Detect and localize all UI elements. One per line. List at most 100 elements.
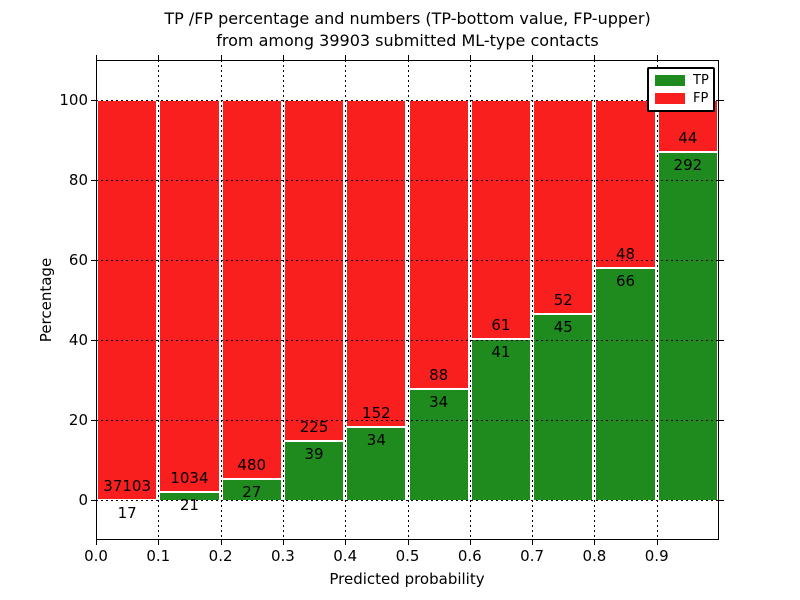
tp-swatch-icon	[655, 75, 685, 87]
x-tick-label: 0.5	[395, 547, 420, 565]
x-tick-top	[594, 55, 596, 60]
x-tick-bottom	[469, 540, 471, 545]
bar-segment-tp	[409, 389, 468, 500]
bar-value-fp: 152	[362, 403, 391, 422]
y-tick-right	[719, 500, 724, 501]
y-tick-left	[91, 100, 96, 101]
grid-line-vertical	[469, 60, 471, 540]
y-tick-left	[91, 180, 96, 181]
bar-value-tp: 27	[242, 482, 262, 501]
x-tick-label: 0.9	[644, 547, 669, 565]
bar-segment-fp	[222, 101, 281, 478]
bar-value-fp: 1034	[170, 469, 209, 488]
x-tick-bottom	[96, 540, 97, 545]
grid-line-vertical	[282, 60, 284, 540]
y-tick-right	[719, 100, 724, 101]
bar-segment-fp	[596, 101, 655, 268]
grid-line-vertical	[345, 60, 347, 540]
y-tick-left	[91, 420, 96, 421]
y-tick-left	[91, 340, 96, 341]
bar-segment-fp	[284, 101, 344, 440]
bar-value-fp: 52	[553, 291, 573, 310]
legend-label-fp: FP	[693, 90, 709, 106]
x-tick-top	[282, 55, 284, 60]
y-tick-right	[719, 420, 724, 421]
x-tick-bottom	[656, 540, 658, 545]
chart-title-line2: from among 39903 submitted ML-type conta…	[216, 31, 599, 50]
bar-segment-fp	[534, 101, 593, 314]
x-tick-top	[656, 55, 658, 60]
y-tick-label: 100	[59, 91, 88, 109]
bar-segment-tp	[160, 493, 219, 500]
bar-segment-fp	[98, 101, 157, 499]
x-tick-bottom	[220, 540, 222, 545]
chart-title-line1: TP /FP percentage and numbers (TP-bottom…	[164, 9, 651, 28]
grid-line-vertical	[220, 60, 222, 540]
bar-value-tp: 34	[429, 392, 449, 411]
legend-label-tp: TP	[693, 73, 709, 89]
x-tick-top	[407, 55, 409, 60]
x-tick-bottom	[282, 540, 284, 545]
bar-value-tp: 41	[491, 343, 511, 362]
y-tick-right	[719, 260, 724, 261]
bar-value-fp: 88	[429, 365, 449, 384]
bar-segment-fp	[347, 101, 406, 426]
y-tick-left	[91, 500, 96, 501]
x-tick-bottom	[594, 540, 596, 545]
bar-segment-tp	[222, 479, 281, 500]
x-tick-top	[220, 55, 222, 60]
grid-line-vertical	[656, 60, 658, 540]
legend: TP FP	[647, 67, 715, 112]
y-tick-right	[719, 340, 724, 341]
bar-value-fp: 480	[237, 455, 267, 474]
x-tick-top	[469, 55, 471, 60]
x-tick-label: 0.3	[270, 547, 295, 565]
bar-segment-tp	[596, 269, 655, 500]
y-tick-label: 40	[68, 331, 88, 349]
bar-value-fp: 225	[299, 417, 329, 436]
bar-value-tp: 39	[304, 444, 324, 463]
bar-value-tp: 45	[553, 318, 573, 337]
y-tick-label: 80	[68, 171, 88, 189]
bar-segment-fp	[160, 101, 219, 492]
bar-value-fp: 61	[491, 316, 511, 335]
y-tick-right	[719, 180, 724, 181]
grid-line-vertical	[96, 60, 97, 540]
x-tick-bottom	[345, 540, 347, 545]
x-tick-top	[345, 55, 347, 60]
x-axis-label: Predicted probability	[329, 570, 485, 588]
x-tick-label: 0.4	[333, 547, 358, 565]
bar-value-tp: 66	[616, 272, 636, 291]
bar-segment-tp	[347, 427, 406, 500]
y-tick-left	[91, 260, 96, 261]
grid-line-vertical	[594, 60, 596, 540]
fp-swatch-icon	[655, 92, 685, 104]
x-tick-label: 0.7	[520, 547, 545, 565]
bar-value-tp: 292	[673, 156, 703, 175]
grid-line-vertical	[158, 60, 160, 540]
chart-title: TP /FP percentage and numbers (TP-bottom…	[96, 8, 719, 52]
x-tick-label: 0.0	[84, 547, 108, 565]
x-tick-bottom	[158, 540, 160, 545]
x-tick-label: 0.8	[582, 547, 607, 565]
x-tick-top	[532, 55, 534, 60]
bar-value-tp: 21	[179, 496, 199, 515]
grid-line-vertical	[407, 60, 409, 540]
bar-segment-tp	[658, 153, 717, 500]
bar-value-fp: 44	[678, 129, 698, 148]
grid-line-vertical	[532, 60, 534, 540]
x-tick-label: 0.1	[146, 547, 171, 565]
y-axis-label: Percentage	[37, 257, 55, 343]
legend-row-tp: TP	[649, 74, 713, 88]
x-tick-label: 0.6	[457, 547, 482, 565]
bar-segment-tp	[534, 315, 593, 500]
x-tick-label: 0.2	[208, 547, 233, 565]
y-tick-label: 0	[78, 491, 88, 509]
legend-row-fp: FP	[649, 91, 713, 105]
bar-value-tp: 34	[366, 430, 386, 449]
y-tick-label: 60	[68, 251, 88, 269]
bar-segment-tp	[284, 441, 344, 500]
x-tick-top	[158, 55, 160, 60]
x-tick-top	[96, 55, 97, 60]
